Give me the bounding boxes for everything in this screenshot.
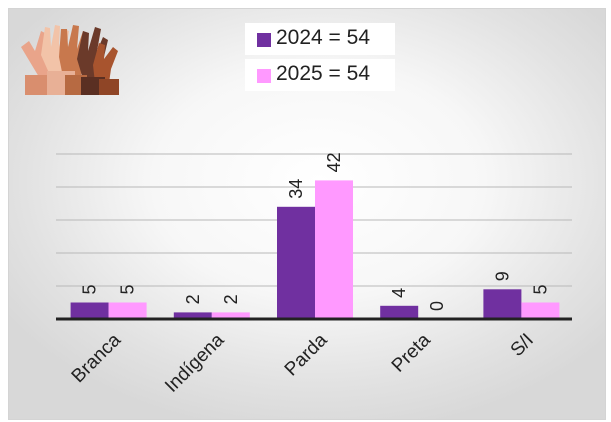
bar-2024-3 xyxy=(380,305,419,319)
bar-2024-0 xyxy=(70,302,109,319)
data-label: 42 xyxy=(324,152,344,172)
bar-2025-2 xyxy=(315,180,353,319)
bar-2025-0 xyxy=(108,302,147,319)
bar-2025-1 xyxy=(211,312,250,319)
chart-container: 2024 = 54 2025 = 54 5 5 Branca 2 2 Indígena 34… xyxy=(8,8,606,420)
data-label: 34 xyxy=(286,179,306,199)
legend-item-2025: 2025 = 54 xyxy=(245,59,395,91)
legend-label-2025: 2025 = 54 xyxy=(276,62,371,85)
x-tick-label: Branca xyxy=(68,329,126,387)
legend-item-2024: 2024 = 54 xyxy=(245,23,395,55)
data-label: 5 xyxy=(118,284,138,294)
bar-2024-2 xyxy=(277,206,315,319)
data-label: 0 xyxy=(427,301,447,311)
data-label: 4 xyxy=(389,288,409,298)
x-tick-label: Parda xyxy=(281,329,332,380)
data-label: 9 xyxy=(492,271,512,281)
data-label: 5 xyxy=(80,284,100,294)
legend-label-2024: 2024 = 54 xyxy=(276,26,371,49)
x-tick-label: Preta xyxy=(388,329,435,376)
data-label: 2 xyxy=(221,294,241,304)
raised-hands-logo xyxy=(21,25,119,95)
x-tick-label: S/I xyxy=(507,330,538,361)
legend-swatch-2025 xyxy=(257,69,271,83)
bar-2024-4 xyxy=(483,289,522,319)
bar-chart: 5 5 Branca 2 2 Indígena 34 42 Parda 4 0 Preta 9 5 S/I xyxy=(56,152,572,397)
legend-swatch-2024 xyxy=(257,33,271,47)
bar-2024-1 xyxy=(173,312,212,319)
x-tick-label: Indígena xyxy=(161,329,228,396)
data-label: 5 xyxy=(530,284,550,294)
bar-2025-4 xyxy=(521,302,560,319)
data-label: 2 xyxy=(183,294,203,304)
